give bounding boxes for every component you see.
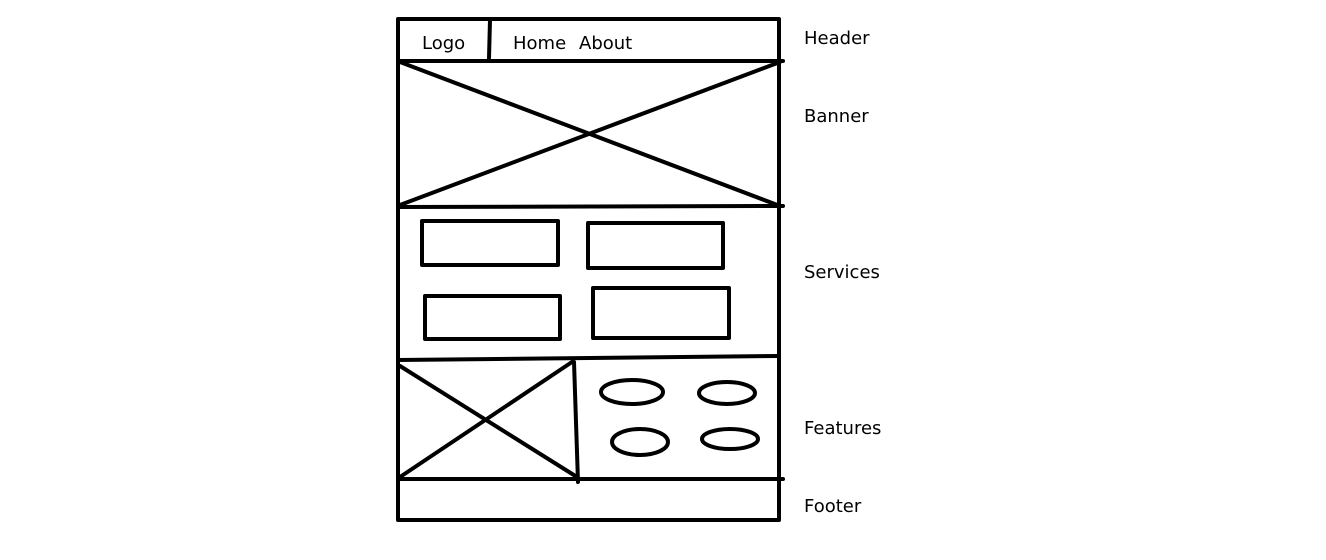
header-section: Logo Home About <box>422 18 632 60</box>
features-section <box>398 360 760 484</box>
banner-bottom-line <box>396 204 785 209</box>
service-card-4 <box>591 286 731 340</box>
feature-icon-1 <box>599 378 665 406</box>
logo-text: Logo <box>422 33 465 54</box>
label-banner: Banner <box>804 106 869 127</box>
feature-icon-3 <box>610 427 670 457</box>
service-card-2 <box>586 221 725 270</box>
label-features: Features <box>804 418 881 439</box>
features-image-placeholder-diagonal-2 <box>398 360 574 479</box>
services-bottom-line <box>396 354 781 362</box>
service-card-1 <box>420 219 560 267</box>
nav-about: About <box>579 33 632 54</box>
banner-image-placeholder-diagonal-2 <box>398 60 782 207</box>
nav-home: Home <box>513 33 566 54</box>
service-card-3 <box>423 294 562 341</box>
label-services: Services <box>804 262 880 283</box>
features-image-placeholder-diagonal-1 <box>398 364 579 479</box>
banner-section <box>398 60 782 208</box>
section-labels: Header Banner Services Features Footer <box>804 28 881 517</box>
label-footer: Footer <box>804 496 862 517</box>
features-image-divider <box>572 360 580 484</box>
label-header: Header <box>804 28 870 49</box>
feature-icon-2 <box>697 380 757 406</box>
page-frame <box>396 17 781 522</box>
feature-icon-4 <box>700 427 760 451</box>
services-section <box>420 219 731 341</box>
logo-divider <box>487 18 492 60</box>
